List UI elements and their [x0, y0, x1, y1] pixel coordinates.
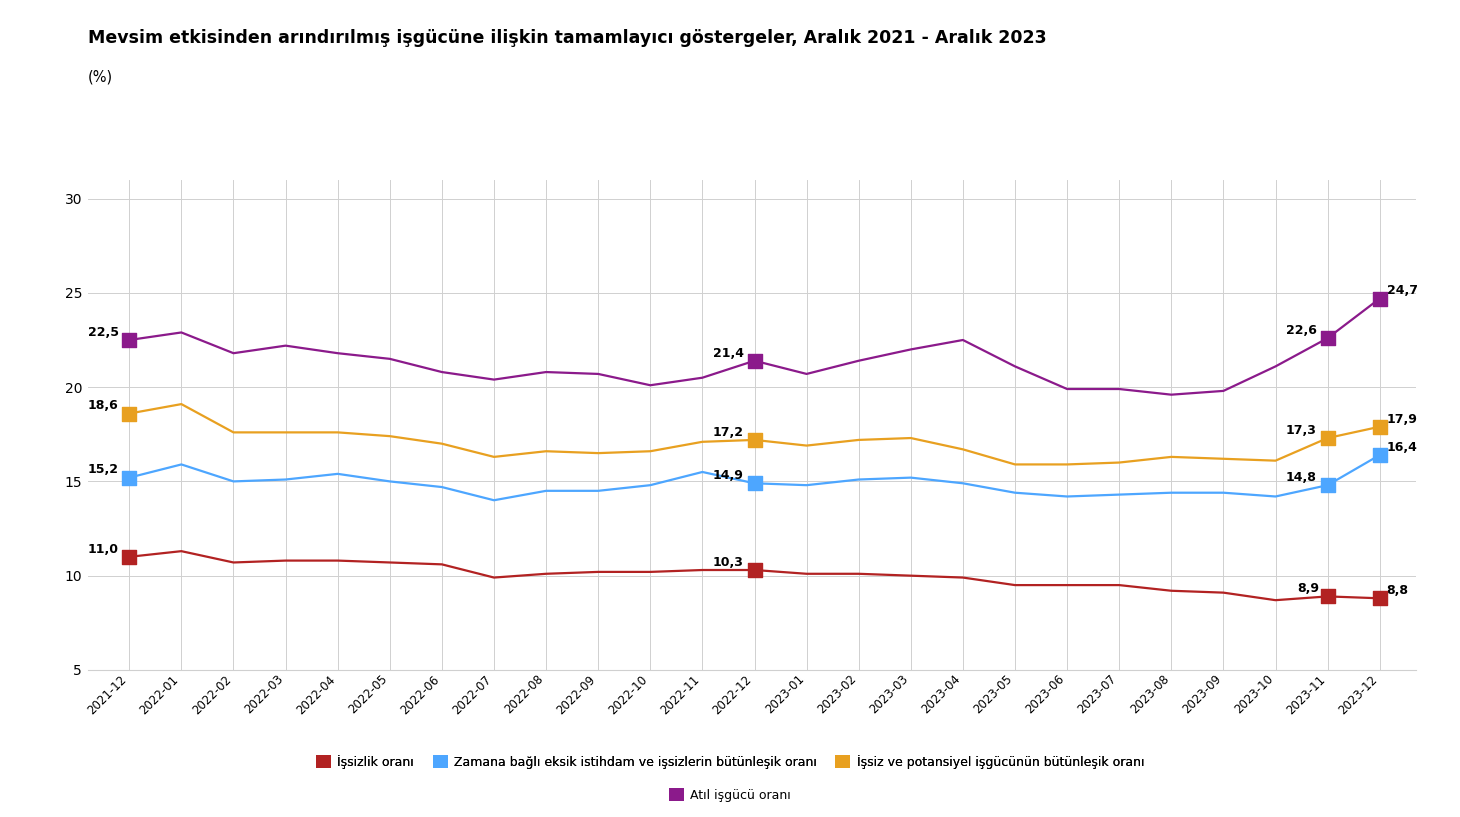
- Text: 8,9: 8,9: [1296, 583, 1318, 596]
- Text: 22,6: 22,6: [1286, 324, 1317, 337]
- Text: 14,9: 14,9: [712, 469, 743, 482]
- Point: [1315, 590, 1339, 603]
- Point: [1315, 479, 1339, 492]
- Text: 17,2: 17,2: [712, 426, 743, 439]
- Point: [743, 477, 766, 490]
- Text: (%): (%): [88, 69, 112, 84]
- Text: 17,9: 17,9: [1387, 413, 1418, 426]
- Point: [743, 355, 766, 368]
- Point: [1315, 332, 1339, 345]
- Point: [1368, 592, 1391, 605]
- Text: 24,7: 24,7: [1387, 284, 1418, 297]
- Text: 17,3: 17,3: [1286, 424, 1317, 437]
- Point: [118, 333, 142, 346]
- Point: [1315, 431, 1339, 444]
- Point: [1368, 420, 1391, 433]
- Text: 21,4: 21,4: [712, 346, 743, 359]
- Text: 14,8: 14,8: [1286, 471, 1317, 484]
- Text: Mevsim etkisinden arındırılmış işgücüne ilişkin tamamlayıcı göstergeler, Aralık : Mevsim etkisinden arındırılmış işgücüne …: [88, 29, 1047, 47]
- Legend: İşsizlik oranı, Zamana bağlı eksik istihdam ve işsizlerin bütünleşik oranı, İşsi: İşsizlik oranı, Zamana bağlı eksik istih…: [311, 750, 1149, 774]
- Point: [118, 407, 142, 420]
- Point: [1368, 449, 1391, 462]
- Text: 15,2: 15,2: [88, 463, 118, 476]
- Point: [1368, 292, 1391, 305]
- Point: [118, 471, 142, 484]
- Text: 11,0: 11,0: [88, 542, 118, 556]
- Point: [743, 433, 766, 446]
- Point: [118, 551, 142, 564]
- Legend: Atıl işgücü oranı: Atıl işgücü oranı: [664, 783, 796, 806]
- Text: 16,4: 16,4: [1387, 441, 1418, 453]
- Text: 8,8: 8,8: [1387, 584, 1409, 597]
- Text: 22,5: 22,5: [88, 326, 118, 339]
- Text: 18,6: 18,6: [88, 400, 118, 413]
- Point: [743, 564, 766, 577]
- Text: 10,3: 10,3: [712, 556, 743, 569]
